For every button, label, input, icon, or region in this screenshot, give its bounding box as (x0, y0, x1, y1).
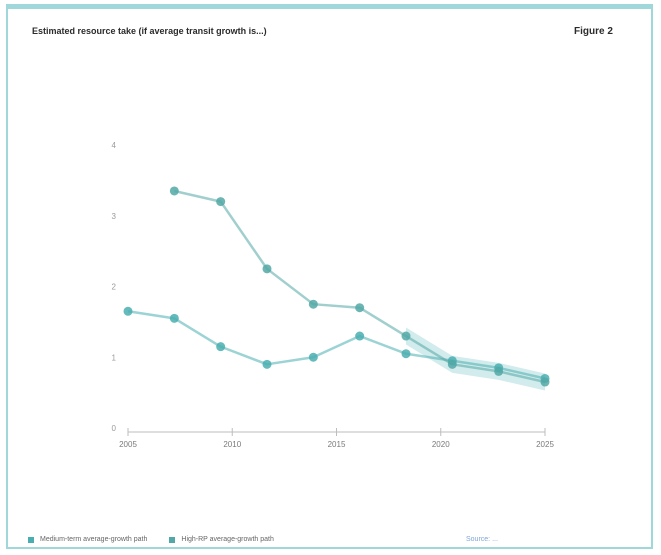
y-axis-ticks: 0 1 2 3 4 (112, 141, 117, 433)
y-tick-label: 1 (112, 353, 117, 362)
data-point-b (169, 186, 179, 196)
data-point-a (308, 352, 318, 362)
legend-label-series-b: High-RP average-growth path (181, 536, 274, 543)
source-note: Source: ... (466, 536, 498, 543)
chart-frame (6, 4, 653, 549)
legend-label-series-a: Medium-term average-growth path (40, 536, 148, 543)
x-tick-label: 2010 (223, 440, 241, 449)
x-tick-label: 2020 (432, 440, 450, 449)
data-point-a (123, 306, 133, 316)
data-point-b (447, 359, 457, 369)
data-point-a (262, 359, 272, 369)
legend-swatch-series-b (169, 536, 176, 543)
y-tick-label: 2 (112, 283, 117, 292)
data-point-b (262, 264, 272, 274)
legend-item-series-a: Medium-term average-growth path (28, 536, 147, 543)
legend-item-series-b: High-RP average-growth path (169, 536, 274, 543)
data-point-a (401, 349, 411, 359)
x-axis: 2005 2010 2015 2020 2025 (119, 428, 554, 449)
legend: Medium-term average-growth path High-RP … (28, 536, 274, 543)
y-tick-label: 0 (112, 424, 117, 433)
data-point-a (355, 331, 365, 341)
data-point-a (169, 313, 179, 323)
data-point-b (401, 331, 411, 341)
series-layer (123, 186, 550, 391)
data-point-b (540, 377, 550, 387)
data-point-b (308, 299, 318, 309)
y-tick-label: 3 (112, 212, 117, 221)
y-tick-label: 4 (112, 141, 117, 150)
figure-label: Figure 2 (574, 26, 613, 37)
series-line-b (174, 189, 546, 384)
data-point-b (216, 197, 226, 207)
x-tick-label: 2015 (328, 440, 346, 449)
x-tick-label: 2025 (536, 440, 554, 449)
data-point-a (216, 342, 226, 352)
series-line-a (127, 310, 546, 380)
uncertainty-band (406, 327, 545, 391)
x-tick-label: 2005 (119, 440, 137, 449)
chart-title: Estimated resource take (if average tran… (32, 26, 267, 36)
data-point-b (494, 366, 504, 376)
data-point-b (355, 303, 365, 313)
legend-swatch-series-a (28, 536, 34, 543)
